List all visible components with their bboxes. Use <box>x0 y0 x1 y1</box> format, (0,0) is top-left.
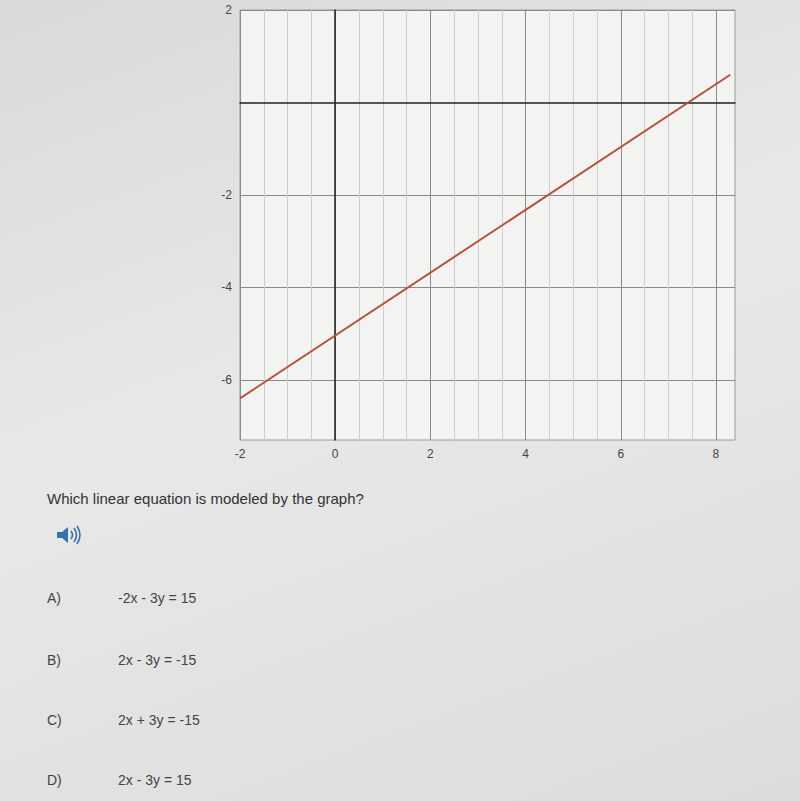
svg-text:-2: -2 <box>221 188 232 202</box>
svg-text:-6: -6 <box>221 373 232 387</box>
html-text:C): C) <box>47 712 62 728</box>
svg-text:-4: -4 <box>221 280 232 294</box>
svg-text:4: 4 <box>522 447 529 460</box>
svg-text:6: 6 <box>617 447 624 460</box>
html-text:-2x - 3y = 15: -2x - 3y = 15 <box>118 590 197 606</box>
html-text:2x - 3y = 15: 2x - 3y = 15 <box>118 772 192 788</box>
html-text:D): D) <box>47 772 62 788</box>
html-text:2x - 3y = -15: 2x - 3y = -15 <box>118 652 197 668</box>
html-text:2x + 3y = -15: 2x + 3y = -15 <box>118 712 200 728</box>
svg-text:2: 2 <box>225 3 232 17</box>
svg-text:2: 2 <box>427 447 434 460</box>
svg-text:8: 8 <box>713 447 720 460</box>
html-text:B): B) <box>47 652 61 668</box>
svg-text:-2: -2 <box>235 447 246 460</box>
svg-text:0: 0 <box>332 447 339 460</box>
html-text:Which linear equation is model: Which linear equation is modeled by the … <box>47 490 364 507</box>
html-text:A): A) <box>47 590 61 606</box>
